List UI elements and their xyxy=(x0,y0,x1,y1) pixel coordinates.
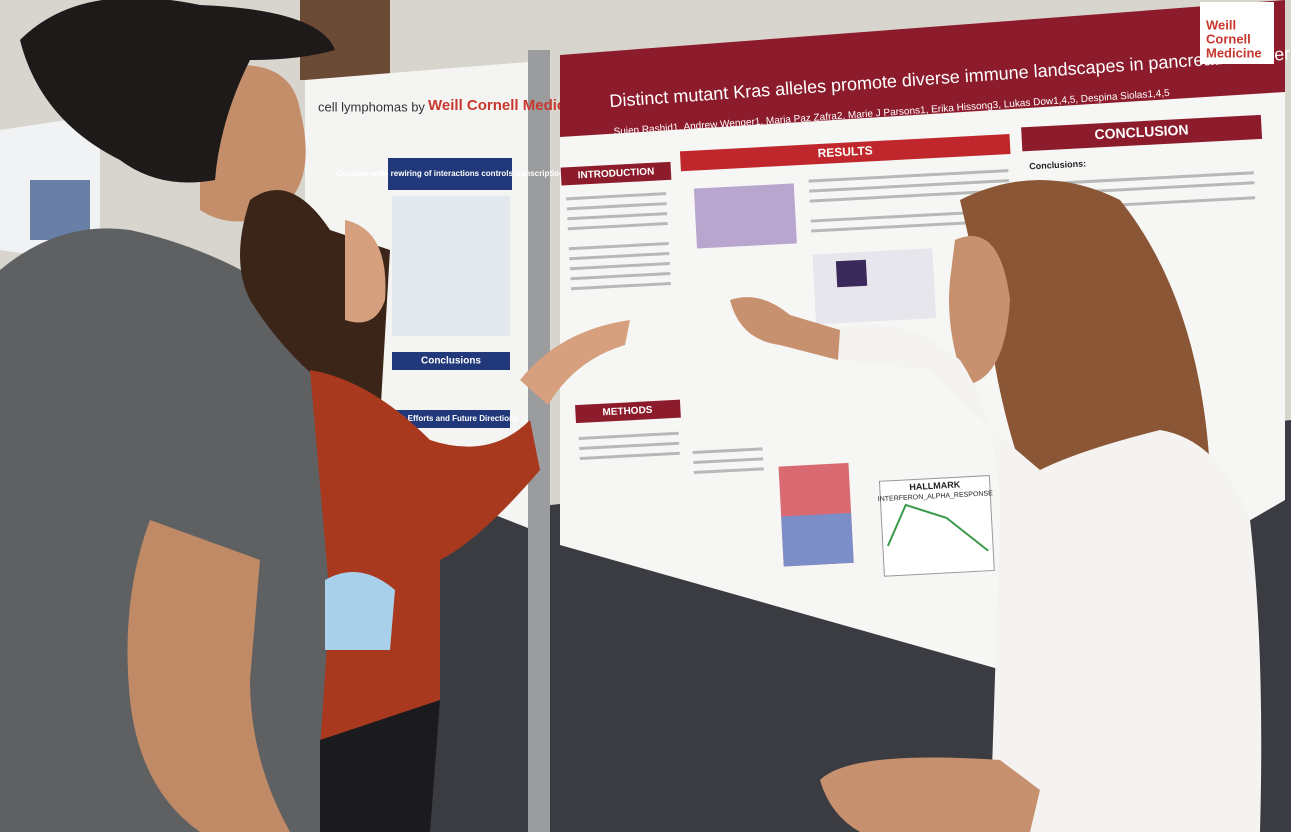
gsea-curve xyxy=(886,503,989,552)
woman-arm xyxy=(520,320,630,405)
left-section-title: Conclusions xyxy=(421,356,481,367)
text-lines xyxy=(809,189,1010,203)
face-mask xyxy=(325,572,395,650)
poster-logo: Weill xyxy=(1206,17,1236,32)
section-header xyxy=(575,399,681,424)
section-title: INTRODUCTION xyxy=(577,166,654,181)
text-lines xyxy=(568,242,669,251)
presenter-arm xyxy=(730,297,840,360)
flow-figure xyxy=(812,248,936,325)
poster-logo: Medicine xyxy=(1206,45,1262,60)
text-lines xyxy=(566,169,1256,475)
histology-figure xyxy=(693,183,797,249)
left-section-title: Genome-wide rewiring of interactions con… xyxy=(336,169,564,178)
section-title: METHODS xyxy=(602,405,653,419)
section-title: RESULTS xyxy=(817,143,873,160)
text-lines xyxy=(570,271,671,281)
board-post xyxy=(528,50,550,832)
left-section-header xyxy=(388,158,512,190)
woman-face xyxy=(345,220,386,323)
flow-panel xyxy=(835,259,868,288)
text-lines xyxy=(808,169,1009,183)
man-hair xyxy=(20,0,335,183)
text-lines xyxy=(570,281,671,291)
presenter-hand xyxy=(820,757,1040,832)
presenter-blouse xyxy=(835,324,1262,832)
poster-logo: Cornell xyxy=(1206,31,1251,46)
section-header xyxy=(1021,114,1263,152)
text-lines xyxy=(566,192,667,201)
poster-banner xyxy=(560,0,1285,137)
text-lines xyxy=(579,441,680,450)
man-arm xyxy=(127,520,290,832)
text-lines xyxy=(567,212,668,221)
woman-pants xyxy=(320,700,440,832)
section-title: CONCLUSION xyxy=(1094,121,1189,142)
text-lines xyxy=(1034,171,1254,186)
left-figure xyxy=(392,196,510,336)
text-lines xyxy=(810,209,1011,223)
photo: INTRODUCTION RESULTS CONCLUSION Conclusi… xyxy=(560,114,1263,577)
heatmap-low xyxy=(781,512,854,567)
text-lines xyxy=(693,457,764,465)
conclusions-label: Conclusions: xyxy=(1029,158,1086,171)
section-header xyxy=(679,134,1011,172)
text-lines xyxy=(579,451,680,460)
figure-title: HALLMARK xyxy=(909,479,961,492)
poster-logo-box xyxy=(1200,2,1274,64)
left-section-title: going Efforts and Future Directions xyxy=(384,414,519,423)
text-lines xyxy=(569,262,670,271)
gsea-plot xyxy=(878,475,995,577)
text-lines xyxy=(693,467,764,475)
text-lines xyxy=(811,219,1012,233)
text-lines xyxy=(567,222,668,231)
left-section-header xyxy=(392,352,510,370)
section-header xyxy=(560,161,672,186)
woman-sweater xyxy=(310,370,540,750)
text-lines xyxy=(578,431,679,440)
text-lines xyxy=(692,447,763,455)
left-poster-title: cell lymphomas by xyxy=(318,99,425,114)
left-poster-logo: Weill Cornell Medicine xyxy=(428,97,587,114)
text-lines xyxy=(569,252,670,261)
presenter-face xyxy=(949,236,1010,385)
text-lines xyxy=(809,179,1009,193)
text-lines xyxy=(566,202,667,211)
left-section-header xyxy=(392,410,510,428)
far-poster-figure xyxy=(30,180,90,240)
